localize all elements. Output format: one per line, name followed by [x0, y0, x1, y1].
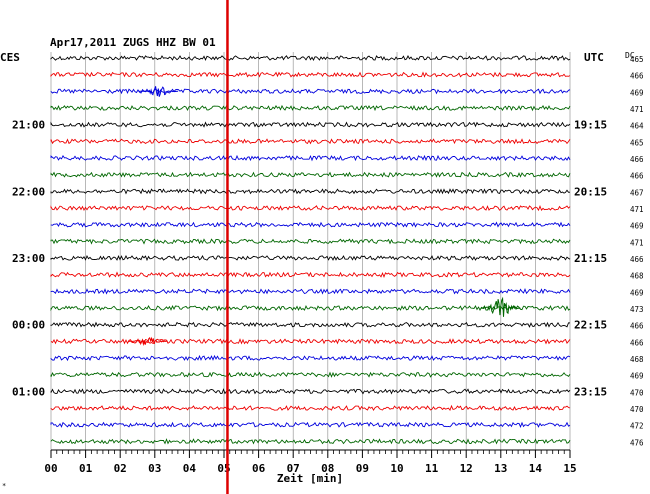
dc-value-label: 471: [630, 205, 644, 214]
seismic-trace-17: [50, 321, 571, 328]
dc-value-label: 470: [630, 388, 644, 397]
dc-value-label: 464: [630, 122, 644, 131]
right-timezone-label: UTC: [584, 51, 604, 64]
dc-value-label: 476: [630, 438, 644, 447]
seismic-trace-19: [50, 354, 571, 362]
seismic-trace-9: [50, 188, 571, 195]
seismic-trace-22: [50, 404, 571, 412]
seismic-event-1: [138, 86, 179, 97]
event-group: [128, 86, 521, 347]
seismic-trace-4: [50, 104, 571, 112]
seismic-trace-11: [50, 221, 571, 228]
right-hour-label: 21:15: [574, 252, 607, 265]
right-hour-label: 20:15: [574, 185, 607, 198]
trace-group: [50, 55, 571, 445]
x-tick-label: 06: [252, 462, 266, 475]
seismic-trace-20: [50, 371, 571, 378]
seismic-trace-7: [50, 154, 571, 162]
dc-value-label: 469: [630, 288, 644, 297]
right-hour-label: 22:15: [574, 319, 607, 332]
x-tick-label: 11: [425, 462, 439, 475]
dc-value-label: 469: [630, 88, 644, 97]
x-tick-label: 03: [148, 462, 161, 475]
x-tick-label: 12: [460, 462, 473, 475]
seismic-trace-21: [50, 388, 571, 395]
dc-value-label: 466: [630, 172, 644, 181]
seismic-trace-6: [50, 138, 571, 145]
seismic-trace-8: [50, 171, 571, 178]
dc-value-label: 465: [630, 138, 644, 147]
dc-value-label: 466: [630, 338, 644, 347]
time-axis: 00 01 02 03 04 05 06 07 08 09 10 11 12 13 14 15: [44, 449, 577, 475]
x-tick-label: 09: [356, 462, 369, 475]
x-tick-label: 14: [529, 462, 543, 475]
dc-value-label: 471: [630, 238, 644, 247]
x-tick-label: 00: [44, 462, 57, 475]
x-tick-label: 04: [183, 462, 197, 475]
seismic-trace-2: [50, 71, 571, 78]
seismic-trace-15: [50, 288, 571, 295]
seismic-trace-5: [50, 121, 571, 128]
x-tick-label: 08: [321, 462, 334, 475]
x-axis-title: Zeit [min]: [277, 472, 343, 485]
dc-value-label: 471: [630, 105, 644, 114]
dc-value-label: 469: [630, 222, 644, 231]
dc-value-label: 470: [630, 405, 644, 414]
seismic-trace-23: [50, 421, 571, 428]
seismic-trace-13: [50, 254, 571, 262]
seismic-trace-14: [50, 271, 571, 279]
x-tick-label: 02: [114, 462, 127, 475]
seismic-trace-12: [50, 238, 571, 245]
dc-value-label: 465: [630, 55, 644, 64]
seismic-trace-24: [50, 438, 571, 445]
x-tick-label: 13: [494, 462, 507, 475]
seismic-trace-1: [50, 55, 571, 62]
right-hour-label: 23:15: [574, 385, 607, 398]
dc-column-label: DC: [625, 51, 635, 60]
dc-value-label: 466: [630, 72, 644, 81]
dc-value-label: 469: [630, 372, 644, 381]
left-hour-label: 23:00: [12, 252, 45, 265]
x-tick-label: 15: [563, 462, 576, 475]
dc-value-label: 468: [630, 272, 644, 281]
label-group: 21:00 22:00 23:00 00:00 01:00 19:15 20:15 21:15…: [12, 55, 644, 447]
left-hour-label: 00:00: [12, 319, 45, 332]
right-hour-label: 19:15: [574, 119, 607, 132]
left-hour-label: 21:00: [12, 119, 45, 132]
x-tick-label: 10: [390, 462, 403, 475]
left-hour-label: 01:00: [12, 385, 45, 398]
chart-title: Apr17,2011 ZUGS HHZ BW 01: [50, 36, 216, 49]
seismic-event-3: [128, 336, 168, 347]
dc-value-label: 466: [630, 255, 644, 264]
dc-value-label: 472: [630, 422, 644, 431]
seismic-trace-10: [50, 204, 571, 212]
seismic-trace-3: [50, 88, 571, 95]
plot-grid: [50, 52, 571, 450]
dc-value-label: 466: [630, 155, 644, 164]
x-tick-label: 01: [79, 462, 93, 475]
left-timezone-label: CES: [0, 51, 20, 64]
dc-value-label: 466: [630, 322, 644, 331]
seismic-event-2: [480, 296, 521, 317]
dc-value-label: 467: [630, 188, 644, 197]
dc-value-label: 473: [630, 305, 644, 314]
dc-value-label: 468: [630, 355, 644, 364]
corner-glyph: *: [2, 482, 6, 490]
left-hour-label: 22:00: [12, 185, 45, 198]
x-tick-label: 07: [287, 462, 300, 475]
seismic-trace-16: [50, 305, 571, 312]
